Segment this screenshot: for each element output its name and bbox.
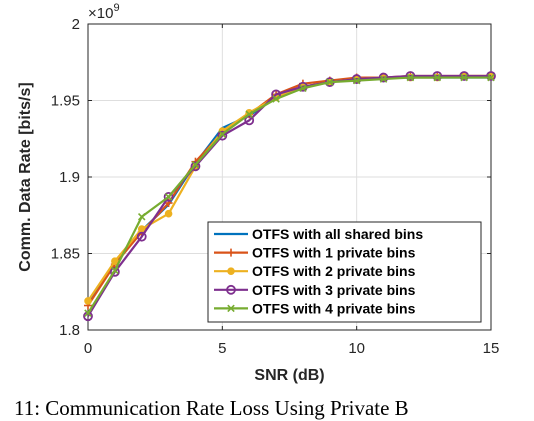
data-point xyxy=(487,73,495,82)
legend-label: OTFS with 1 private bins xyxy=(252,245,416,261)
y-tick-label: 1.8 xyxy=(59,322,80,339)
data-point xyxy=(190,161,201,172)
data-point xyxy=(218,130,227,138)
data-point xyxy=(136,231,147,242)
legend-item: OTFS with 4 private bins xyxy=(214,300,416,316)
x-tick-label: 0 xyxy=(84,340,92,357)
data-point xyxy=(137,213,146,221)
data-point xyxy=(111,257,119,265)
data-point xyxy=(432,71,443,81)
x-tick-label: 15 xyxy=(483,340,500,357)
data-point xyxy=(405,71,416,81)
data-point xyxy=(326,78,334,86)
data-point xyxy=(352,76,361,85)
data-point xyxy=(163,191,174,202)
data-point xyxy=(164,209,173,218)
data-point xyxy=(227,248,235,257)
data-point xyxy=(84,309,92,317)
data-point xyxy=(245,110,253,119)
data-point xyxy=(109,266,120,277)
data-point xyxy=(459,71,470,81)
data-point xyxy=(227,304,235,313)
figure-caption: 11: Communication Rate Loss Using Privat… xyxy=(14,396,409,420)
series-5 xyxy=(84,73,495,317)
data-point xyxy=(433,73,442,82)
data-point xyxy=(379,75,388,83)
data-point xyxy=(164,193,173,201)
legend-item: OTFS with all shared bins xyxy=(214,226,423,242)
data-point xyxy=(244,115,255,126)
data-point xyxy=(191,160,200,169)
legend-label: OTFS with 4 private bins xyxy=(252,300,416,316)
x-tick-label: 5 xyxy=(218,340,226,357)
data-point xyxy=(299,84,307,93)
x-axis-label: SNR (dB) xyxy=(254,367,324,384)
legend-box xyxy=(207,221,482,323)
data-point xyxy=(227,267,235,276)
series-line xyxy=(87,76,491,314)
data-point xyxy=(486,71,496,81)
data-point xyxy=(460,73,468,82)
x-tick-label: 10 xyxy=(348,340,365,357)
y-tick-label: 1.9 xyxy=(59,169,80,186)
legend-item: OTFS with 1 private bins xyxy=(214,245,416,261)
y-tick-label: 1.95 xyxy=(51,93,80,110)
data-point xyxy=(351,74,362,84)
y-exponent-label: ×109 xyxy=(88,2,120,22)
legend-label: OTFS with 2 private bins xyxy=(252,263,416,279)
legend: OTFS with all shared bins OTFS with 1 pri… xyxy=(207,221,482,323)
legend-item: OTFS with 2 private bins xyxy=(214,263,416,279)
y-axis-label: Comm. Data Rate [bits/s] xyxy=(17,82,34,271)
data-point xyxy=(378,72,389,83)
data-point xyxy=(217,130,228,141)
data-point xyxy=(272,95,280,103)
y-exponent-power: 9 xyxy=(113,2,119,14)
series-line xyxy=(87,74,491,317)
data-point xyxy=(111,266,119,275)
data-point xyxy=(406,73,415,82)
y-tick-label: 2 xyxy=(72,16,80,33)
legend-item: OTFS with 3 private bins xyxy=(214,282,416,298)
data-point xyxy=(226,284,236,295)
axis-ticks: 0 5 10 15 1.8 1.85 1.9 1.95 2 xyxy=(51,16,500,357)
series-layer xyxy=(83,71,496,322)
y-tick-label: 1.85 xyxy=(51,246,80,263)
legend-label: OTFS with 3 private bins xyxy=(252,282,416,298)
legend-label: OTFS with all shared bins xyxy=(252,226,423,242)
series-4 xyxy=(83,71,496,322)
data-point xyxy=(84,297,92,305)
